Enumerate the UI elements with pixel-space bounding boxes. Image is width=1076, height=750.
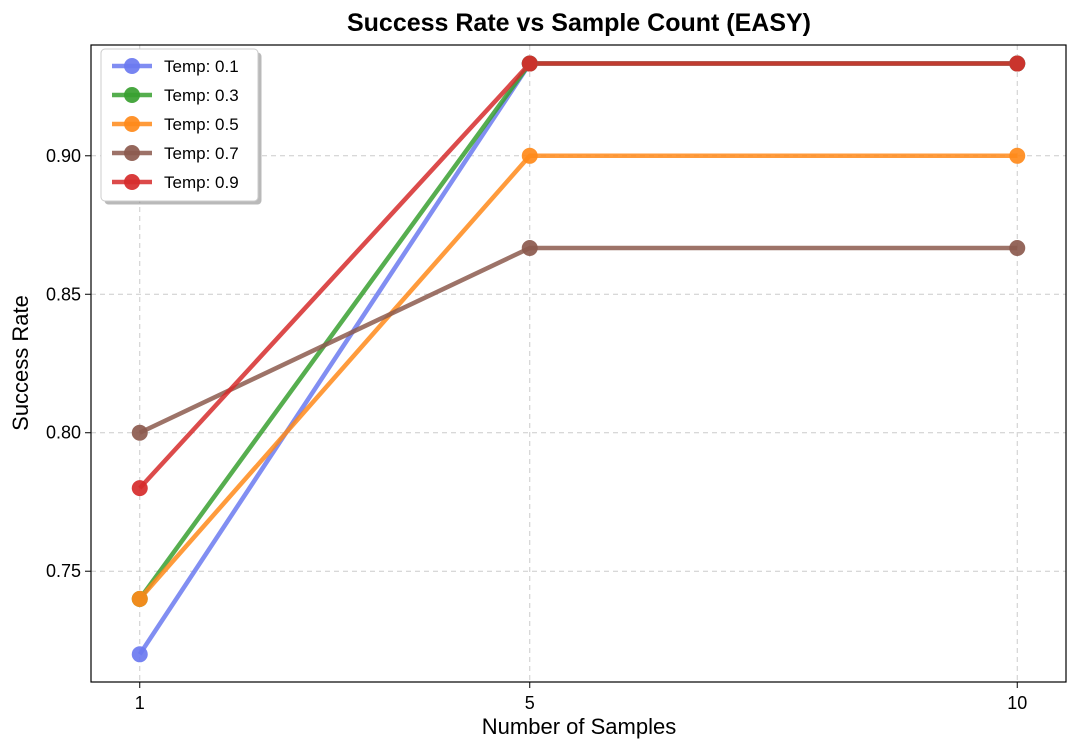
x-axis-label: Number of Samples [482,714,676,739]
legend-marker [124,116,140,132]
data-point [1009,240,1026,257]
y-tick-label: 0.75 [46,561,81,581]
y-axis-label: Success Rate [8,295,33,431]
legend-marker [124,58,140,74]
series-line [138,153,1018,601]
legend-entry: Temp: 0.5 [164,115,239,134]
y-tick-label: 0.85 [46,284,81,304]
y-axis: 0.75 0.80 0.85 0.90 [46,146,91,581]
data-point [1009,55,1026,72]
series-line [138,245,1018,435]
legend-marker [124,87,140,103]
data-point [521,147,538,164]
series-line [137,61,1018,601]
chart-title: Success Rate vs Sample Count (EASY) [347,9,811,37]
x-tick-label: 5 [525,693,535,713]
data-point [1009,147,1026,164]
y-tick-label: 0.80 [46,423,81,443]
data-point [521,240,538,257]
legend-box [100,48,259,202]
series-line [138,61,1018,490]
legend-marker [124,174,140,190]
legend-entry: Temp: 0.9 [164,173,239,192]
data-point [131,646,148,663]
data-point [131,590,148,607]
y-tick-label: 0.90 [46,146,81,166]
x-tick-label: 10 [1007,693,1027,713]
series-line [137,61,1018,656]
x-tick-label: 1 [135,693,145,713]
legend: Temp: 0.1 Temp: 0.3 Temp: 0.5 Temp: 0.7 Temp… [100,48,262,205]
legend-marker [124,145,140,161]
x-axis: 1 5 10 [135,682,1027,713]
legend-entry: Temp: 0.7 [164,144,239,163]
legend-entry: Temp: 0.3 [164,86,239,105]
series-markers [131,55,1026,663]
data-point [131,424,148,441]
series-lines [137,61,1018,656]
plot-area [90,44,1067,683]
legend-entry: Temp: 0.1 [164,57,239,76]
data-point [131,480,148,497]
data-point [521,55,538,72]
